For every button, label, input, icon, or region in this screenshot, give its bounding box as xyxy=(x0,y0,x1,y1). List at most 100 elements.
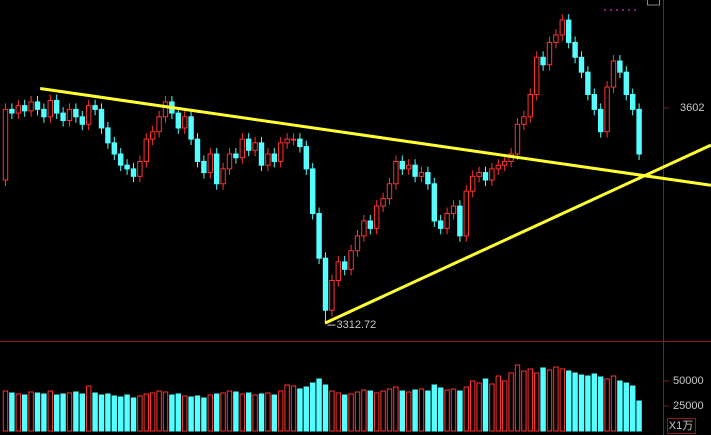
volume-bar xyxy=(393,386,399,432)
candle-body xyxy=(457,205,463,237)
volume-bar xyxy=(303,386,310,432)
volume-bar xyxy=(98,394,105,432)
candle-body xyxy=(514,123,521,155)
volume-bar xyxy=(156,390,162,432)
candle-body xyxy=(118,153,124,166)
candle-body xyxy=(220,168,226,185)
volume-bar xyxy=(73,391,79,432)
candle-body xyxy=(98,108,105,129)
volume-bar xyxy=(169,394,175,432)
candle-body xyxy=(342,261,348,270)
volume-bar xyxy=(578,374,585,432)
volume-bar xyxy=(610,375,617,432)
candle-body xyxy=(137,160,143,177)
volume-bar xyxy=(150,392,156,432)
candle-body xyxy=(566,19,572,43)
volume-bar xyxy=(322,384,329,432)
candle-body xyxy=(233,153,239,159)
candle-body xyxy=(54,99,60,114)
candle-body xyxy=(534,56,540,95)
candle-body xyxy=(111,142,117,155)
volume-bar xyxy=(239,393,246,432)
candle-body xyxy=(495,164,502,170)
candle-body xyxy=(143,138,150,162)
volume-bar xyxy=(553,366,559,432)
volume-bar xyxy=(297,388,303,432)
volume-bar xyxy=(604,378,610,432)
volume-bar xyxy=(226,390,233,432)
candle-body xyxy=(188,116,194,140)
candle-body xyxy=(406,164,412,170)
volume-bar xyxy=(9,392,15,432)
candle-body xyxy=(310,168,316,215)
candle-body xyxy=(246,138,252,151)
volume-bar xyxy=(438,387,444,432)
candle-body xyxy=(348,250,354,270)
candle-body xyxy=(572,41,578,58)
volume-bar xyxy=(450,388,457,432)
volume-bar xyxy=(361,389,367,432)
candle-body xyxy=(463,190,470,237)
volume-bar xyxy=(482,378,489,432)
volume-bar xyxy=(143,393,150,432)
volume-bar xyxy=(495,375,502,432)
volume-bar xyxy=(252,394,258,432)
volume-bar xyxy=(194,395,201,432)
candle-body xyxy=(527,93,533,118)
candle-body xyxy=(482,172,489,181)
candle-body xyxy=(598,108,604,133)
candle-body xyxy=(258,142,265,166)
candle-body xyxy=(278,142,284,162)
volume-unit: X1万 xyxy=(669,420,693,432)
volume-bar xyxy=(54,394,60,432)
volume-bar xyxy=(431,384,438,432)
volume-bar xyxy=(514,364,521,432)
volume-bar xyxy=(508,372,514,432)
toolbar-icon[interactable] xyxy=(647,0,660,6)
candle-body xyxy=(156,116,162,133)
trendline xyxy=(39,87,711,187)
candle-body xyxy=(194,138,201,162)
candle-body xyxy=(92,105,98,110)
candle-body xyxy=(470,175,476,192)
volume-bar xyxy=(546,369,553,432)
volume-bar xyxy=(124,394,130,432)
volume-bar xyxy=(367,390,374,432)
candle-body xyxy=(297,138,303,148)
volume-bar xyxy=(636,400,642,432)
volume-bar xyxy=(79,393,85,432)
volume-bar xyxy=(374,392,380,432)
volume-bar xyxy=(630,385,636,432)
candle-body xyxy=(604,86,610,133)
candle-body xyxy=(489,168,495,181)
candle-body xyxy=(252,142,258,151)
volume-bar xyxy=(617,380,623,432)
candle-body xyxy=(265,153,271,166)
candle-body xyxy=(610,60,617,88)
volume-bar xyxy=(521,370,527,432)
volume-bar xyxy=(207,394,214,432)
volume-bar xyxy=(534,372,540,432)
volume-bar xyxy=(444,389,450,432)
volume-bar xyxy=(182,395,188,432)
candle-body xyxy=(425,172,431,185)
volume-bar xyxy=(591,373,597,432)
candle-body xyxy=(374,205,380,229)
candle-body xyxy=(303,146,310,170)
candle-body xyxy=(201,160,207,174)
unit-box xyxy=(667,418,696,434)
volume-bar xyxy=(111,395,117,432)
candle-body xyxy=(86,105,92,125)
volume-bar xyxy=(476,382,482,432)
volume-bar xyxy=(188,396,194,432)
volume-bar xyxy=(406,391,412,432)
volume-bar xyxy=(354,391,361,432)
volume-bar xyxy=(540,367,546,432)
volume-bar xyxy=(386,388,393,432)
candle-body xyxy=(41,108,47,118)
candle-body xyxy=(450,205,457,215)
volume-bar xyxy=(271,394,278,432)
candle-body xyxy=(399,160,406,170)
candle-body xyxy=(226,153,233,170)
